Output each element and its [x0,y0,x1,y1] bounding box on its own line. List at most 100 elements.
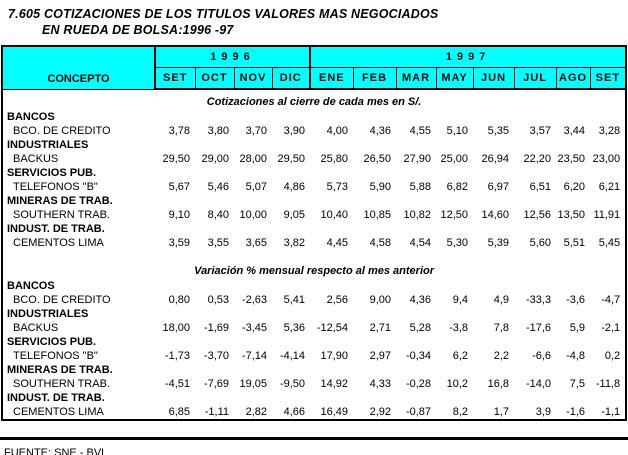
value-cell: 29,50 [162,153,190,165]
value-cell: 5,35 [487,125,510,137]
value-cell: -7,14 [241,350,267,362]
company-label: SOUTHERN TRAB. [13,378,110,390]
section-spacer [2,250,626,259]
year-1997-header: 1997 [309,45,627,68]
value-cell: -3,70 [203,350,229,362]
quotes-table: CONCEPTO 1996 1997 SET OCT NOV DIC ENE F… [1,45,628,421]
section-heading-row: Variación % mensual respecto al mes ante… [2,259,626,279]
value-cell: 5,10 [446,125,469,137]
value-cell: 3,44 [563,125,586,137]
value-cell: -11,8 [595,378,621,390]
month-header: ENE [309,67,354,90]
value-cell: 4,00 [326,125,349,137]
value-cell: 10,85 [363,209,392,221]
value-cell: 4,36 [409,294,432,306]
value-cell: 9,00 [369,294,392,306]
value-cell: -1,69 [203,322,229,334]
category-label: SERVICIOS PUB. [7,167,97,179]
category-label: SERVICIOS PUB. [7,336,97,348]
value-cell: -3,6 [566,294,586,306]
company-label: CEMENTOS LIMA [13,237,104,249]
value-cell: 12,50 [440,209,469,221]
category-row: INDUST. DE TRAB. [2,222,626,236]
value-cell: 5,30 [446,237,469,249]
value-cell: 6,21 [598,181,621,193]
category-label: INDUSTRIALES [7,308,89,320]
value-cell: -2,63 [241,294,267,306]
value-cell: 0,80 [168,294,190,306]
category-row: SERVICIOS PUB. [2,335,626,349]
value-cell: 3,9 [535,406,552,418]
month-header: DIC [271,67,311,90]
value-cell: 3,55 [207,237,229,249]
value-cell: 5,07 [245,181,267,193]
category-label: INDUST. DE TRAB. [7,223,105,235]
value-cell: 6,2 [452,350,469,362]
title-line-1: 7.605 COTIZACIONES DE LOS TITULOS VALORE… [8,7,439,21]
month-header: JUL [513,67,557,90]
value-cell: 10,2 [446,378,469,390]
value-cell: 23,00 [592,153,621,165]
category-row: INDUST. DE TRAB. [2,391,626,405]
company-row: SOUTHERN TRAB. 9,10 8,40 10,00 9,05 10,40 10,8… [2,208,626,222]
value-cell: -7,69 [203,378,229,390]
value-cell: 25,80 [320,153,349,165]
value-cell: 9,4 [452,294,469,306]
month-header: JUN [472,67,515,90]
value-cell: 5,41 [283,294,306,306]
company-row: BCO. DE CREDITO 0,80 0,53 -2,63 5,41 2,56 9,00… [2,293,626,307]
category-row: MINERAS DE TRAB. [2,363,626,377]
value-cell: -0,87 [405,406,432,418]
category-row: INDUSTRIALES [2,138,626,152]
value-cell: 1,7 [493,406,510,418]
value-cell: 10,82 [403,209,432,221]
value-cell: 5,67 [168,181,190,193]
value-cell: 5,39 [487,237,510,249]
month-header: AGO [555,67,591,90]
value-cell: 18,00 [162,322,190,334]
value-cell: 6,51 [529,181,552,193]
value-cell: 3,57 [529,125,552,137]
value-cell: 3,78 [168,125,190,137]
category-label: INDUST. DE TRAB. [7,392,105,404]
value-cell: 16,8 [487,378,510,390]
company-row: CEMENTOS LIMA 3,59 3,55 3,65 3,82 4,45 4,58 4,5… [2,236,626,250]
section-heading-row: Cotizaciones al cierre de cada mes en S/… [2,89,626,110]
month-header: MAY [435,67,474,90]
spacer-cell [2,250,626,259]
company-label: CEMENTOS LIMA [13,406,104,418]
value-cell: 7,5 [569,378,586,390]
value-cell: -1,6 [566,406,586,418]
value-cell: 7,8 [493,322,510,334]
value-cell: 14,92 [320,378,349,390]
value-cell: 5,90 [369,181,392,193]
value-cell: 26,50 [363,153,392,165]
company-label: SOUTHERN TRAB. [13,209,110,221]
company-row: SOUTHERN TRAB. -4,51 -7,69 19,05 -9,50 14,92 4… [2,377,626,391]
value-cell: 2,2 [493,350,510,362]
title-line-2: EN RUEDA DE BOLSA:1996 -97 [42,23,234,37]
value-cell: -2,1 [601,322,621,334]
page-title: 7.605 COTIZACIONES DE LOS TITULOS VALORE… [0,0,628,38]
value-cell: 28,00 [239,153,267,165]
company-row: BACKUS 29,50 29,00 28,00 29,50 25,80 26,50 27,9… [2,152,626,166]
value-cell: 13,50 [557,209,586,221]
category-label: MINERAS DE TRAB. [7,195,113,207]
value-cell: 5,60 [529,237,552,249]
value-cell: 6,85 [168,406,190,418]
value-cell: 4,55 [409,125,432,137]
value-cell: 29,50 [277,153,306,165]
value-cell: -4,51 [164,378,190,390]
value-cell: 27,90 [403,153,432,165]
month-header: SET [589,67,627,90]
value-cell: -3,45 [241,322,267,334]
table-body: Cotizaciones al cierre de cada mes en S/… [2,89,626,420]
company-label: BACKUS [13,322,59,334]
value-cell: 3,90 [283,125,306,137]
value-cell: 4,33 [369,378,392,390]
value-cell: -33,3 [525,294,552,306]
value-cell: 9,05 [283,209,306,221]
value-cell: -4,14 [279,350,306,362]
value-cell: -3,8 [449,322,469,334]
company-row: BCO. DE CREDITO 3,78 3,80 3,70 3,90 4,00 4,36 4… [2,124,626,138]
